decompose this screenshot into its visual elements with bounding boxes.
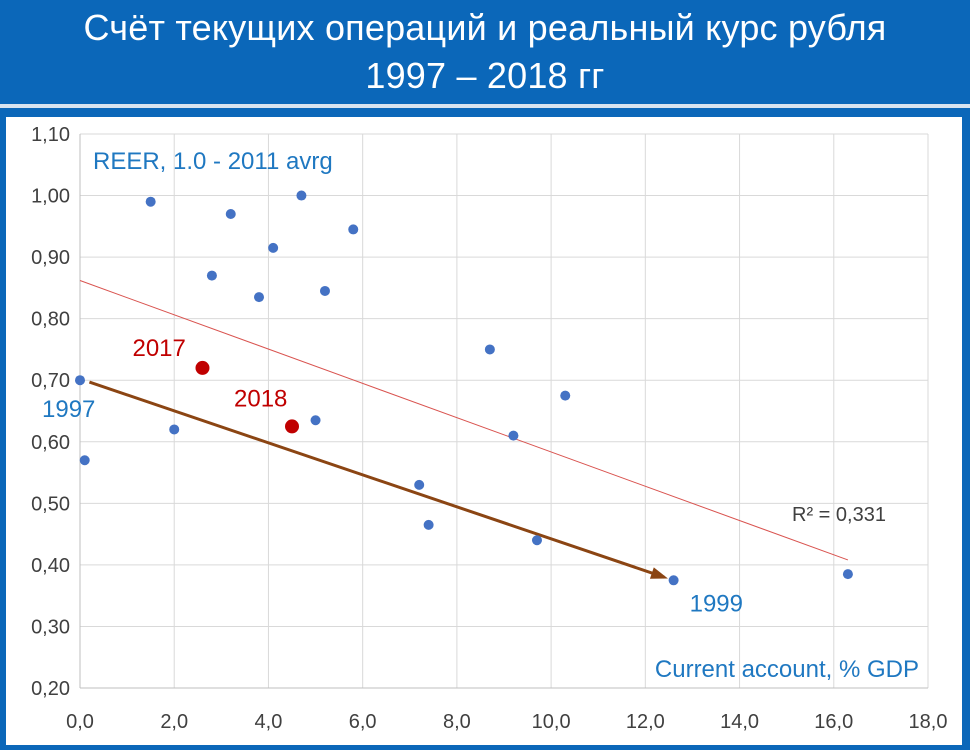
data-point <box>169 424 180 435</box>
y-tick-label: 0,60 <box>31 432 70 454</box>
y-tick-label: 0,30 <box>31 616 70 638</box>
arrow-group <box>88 380 668 579</box>
slide-title-line-2: 1997 – 2018 гг <box>365 55 605 96</box>
highlight-point-2018 <box>285 419 299 434</box>
slide-title-bar: Счёт текущих операций и реальный курс ру… <box>0 0 970 104</box>
x-tick-label: 10,0 <box>532 711 571 733</box>
data-point <box>414 479 425 490</box>
x-tick-label: 2,0 <box>160 711 188 733</box>
data-point <box>319 285 330 296</box>
title-divider <box>0 104 970 108</box>
highlight-label-2018: 2018 <box>234 385 287 412</box>
data-point <box>668 575 679 586</box>
x-tick-label: 12,0 <box>626 711 665 733</box>
x-tick-label: 14,0 <box>720 711 759 733</box>
y-axis-title: REER, 1.0 - 2011 avrg <box>93 148 333 175</box>
data-points <box>75 190 853 586</box>
data-point <box>531 535 542 546</box>
x-tick-label: 0,0 <box>66 711 94 733</box>
data-point <box>225 209 236 220</box>
data-point <box>79 455 90 466</box>
y-tick-label: 0,80 <box>31 309 70 331</box>
gridlines <box>80 133 929 688</box>
x-tick-label: 4,0 <box>255 711 283 733</box>
x-tick-label: 8,0 <box>443 711 471 733</box>
year-annotation-1997: 1997 <box>42 396 95 423</box>
x-tick-label: 18,0 <box>909 711 948 733</box>
slide-title-line-1: Счёт текущих операций и реальный курс ру… <box>83 7 887 48</box>
data-point <box>145 196 156 207</box>
chart-panel: 0,20 0,30 0,40 0,50 0,60 0,70 0,80 0,90 1,00 1,10… <box>6 117 962 745</box>
data-point <box>310 415 321 426</box>
highlight-label-2017: 2017 <box>132 335 185 362</box>
trend-arrow-shaft <box>88 380 665 579</box>
data-point <box>842 569 853 580</box>
highlight-point-2017 <box>195 360 210 375</box>
y-tick-label: 0,20 <box>31 678 70 700</box>
x-tick-label: 16,0 <box>814 711 853 733</box>
y-tick-label: 0,90 <box>31 247 70 269</box>
data-point <box>296 190 307 201</box>
year-annotation-1999: 1999 <box>690 590 743 617</box>
r-squared-label: R² = 0,331 <box>792 504 886 526</box>
chart-labels: REER, 1.0 - 2011 avrg Current account, %… <box>42 148 919 683</box>
data-point <box>484 344 495 355</box>
linear-trendline <box>79 280 849 561</box>
x-tick-labels: 0,0 2,0 4,0 6,0 8,0 10,0 12,0 14,0 16,0 18,0 <box>66 711 947 733</box>
y-tick-label: 0,50 <box>31 493 70 515</box>
data-point <box>560 390 571 401</box>
trendline-group <box>79 280 849 561</box>
data-point <box>206 270 217 281</box>
scatter-chart: 0,20 0,30 0,40 0,50 0,60 0,70 0,80 0,90 1,00 1,10… <box>31 124 947 733</box>
y-tick-label: 0,70 <box>31 370 70 392</box>
data-point <box>75 375 85 386</box>
data-point <box>268 242 279 253</box>
data-point <box>348 224 359 235</box>
y-tick-labels: 0,20 0,30 0,40 0,50 0,60 0,70 0,80 0,90 1,00 1,10 <box>31 124 70 700</box>
y-tick-label: 1,10 <box>31 124 70 146</box>
y-tick-label: 1,00 <box>31 186 70 208</box>
x-tick-label: 6,0 <box>349 711 377 733</box>
y-tick-label: 0,40 <box>31 555 70 577</box>
data-point <box>508 430 519 441</box>
axes <box>79 134 928 689</box>
x-axis-title: Current account, % GDP <box>655 656 919 683</box>
trend-arrow-head <box>649 567 668 579</box>
data-point <box>254 292 265 303</box>
data-point <box>423 519 434 530</box>
